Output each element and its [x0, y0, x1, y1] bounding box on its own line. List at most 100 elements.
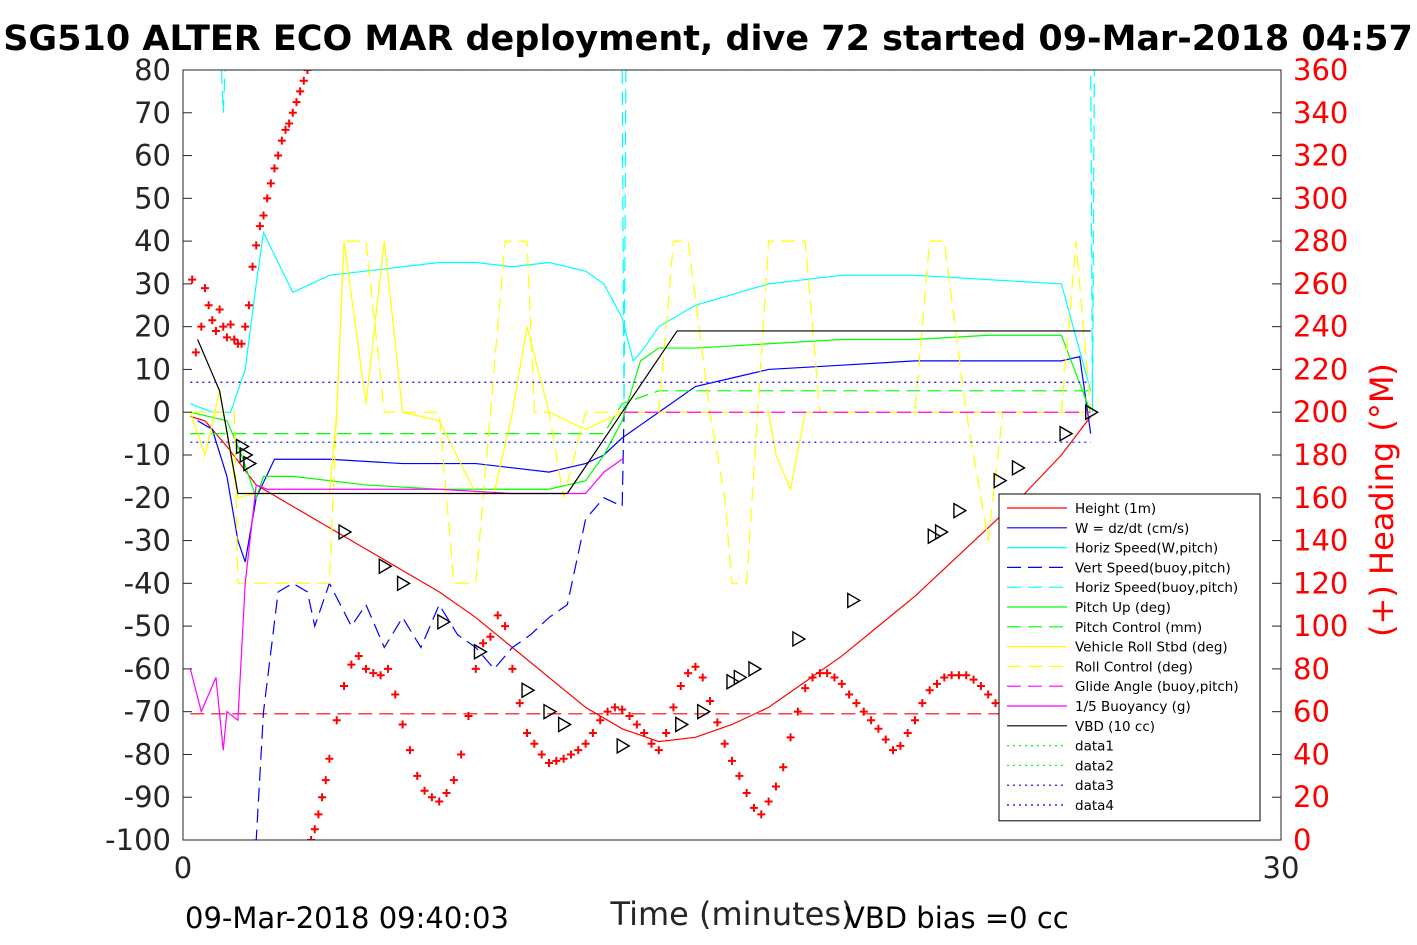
heading-marker: [530, 739, 539, 748]
heading-marker: [581, 739, 590, 748]
heading-marker: [676, 682, 685, 690]
left-tick-label: -60: [124, 652, 171, 686]
heading-marker: [991, 699, 1000, 708]
heading-marker: [420, 786, 429, 795]
triangle-marker: [675, 716, 690, 733]
right-tick-label: 320: [1293, 139, 1348, 173]
heading-marker: [881, 735, 890, 744]
heading-marker: [874, 724, 883, 733]
heading-marker: [654, 746, 663, 755]
left-tick-label: -20: [124, 481, 171, 515]
right-tick-label: 20: [1293, 780, 1330, 814]
heading-marker: [925, 686, 934, 695]
heading-marker: [918, 699, 927, 708]
right-tick-label: 60: [1293, 695, 1330, 729]
heading-marker: [226, 320, 235, 329]
right-tick-label: 180: [1293, 438, 1348, 472]
heading-marker: [523, 729, 532, 738]
heading-marker: [222, 333, 231, 342]
triangle-marker: [1011, 459, 1026, 477]
heading-marker: [969, 675, 978, 684]
right-tick-label: 280: [1293, 224, 1348, 258]
heading-marker: [588, 729, 597, 738]
heading-marker: [310, 825, 319, 834]
left-tick-label: -100: [105, 823, 171, 857]
heading-marker: [720, 739, 729, 748]
heading-marker: [299, 76, 308, 85]
heading-marker: [947, 671, 956, 680]
heading-marker: [413, 771, 422, 780]
heading-marker: [537, 750, 546, 759]
heading-marker: [285, 119, 294, 128]
triangle-marker: [473, 643, 488, 660]
right-tick-label: 80: [1293, 652, 1330, 686]
heading-marker: [515, 699, 524, 708]
heading-marker: [211, 326, 220, 335]
heading-marker: [508, 664, 517, 673]
triangle-marker: [396, 575, 411, 592]
heading-marker: [749, 803, 758, 812]
heading-marker: [610, 703, 619, 712]
heading-marker: [204, 301, 213, 310]
heading-marker: [237, 339, 246, 348]
heading-marker: [307, 836, 316, 840]
heading-marker: [270, 164, 279, 173]
heading-marker: [288, 108, 297, 117]
heading-marker: [867, 716, 876, 725]
legend-box: [998, 493, 1261, 822]
series-line-vert-speed-buoy-pitch: [252, 412, 625, 840]
heading-marker: [255, 222, 264, 231]
heading-marker: [889, 746, 898, 755]
heading-marker: [830, 673, 839, 682]
heading-marker: [632, 720, 641, 729]
heading-marker: [457, 750, 466, 759]
x-tick-label: 30: [1263, 851, 1300, 885]
triangle-marker: [993, 472, 1008, 489]
left-tick-label: 10: [134, 352, 171, 386]
triangle-marker: [1084, 404, 1100, 421]
legend-label-height-1m: Height (1m): [1075, 501, 1156, 517]
heading-marker: [266, 179, 275, 188]
triangle-marker: [927, 528, 942, 545]
triangle-marker: [543, 703, 558, 720]
legend-label-horiz-speed-buoy-pitch: Horiz Speed(buoy,pitch): [1075, 580, 1238, 596]
heading-marker: [903, 729, 912, 738]
heading-marker: [191, 348, 200, 357]
heading-marker: [940, 673, 949, 682]
heading-marker: [962, 671, 971, 680]
heading-marker: [314, 810, 323, 819]
heading-marker: [771, 782, 780, 791]
x-tick-label: 0: [174, 851, 192, 885]
right-axis-ticks: 3603403203002802602402202001801601401201…: [1272, 53, 1348, 857]
right-tick-label: 160: [1293, 481, 1348, 515]
heading-marker: [405, 746, 414, 755]
heading-marker: [362, 664, 370, 673]
heading-marker: [911, 716, 919, 725]
heading-marker: [200, 284, 209, 293]
heading-marker: [340, 682, 349, 690]
triangle-marker: [1059, 425, 1074, 442]
heading-marker: [574, 746, 583, 755]
heading-marker: [281, 125, 290, 134]
heading-marker: [786, 733, 795, 742]
left-tick-label: -80: [124, 737, 171, 771]
heading-marker: [274, 151, 283, 160]
footer-timestamp: 09-Mar-2018 09:40:03: [185, 901, 509, 935]
heading-marker: [442, 788, 451, 797]
heading-marker: [471, 664, 480, 673]
legend-label-pitch-up-deg: Pitch Up (deg): [1075, 600, 1171, 616]
triangle-marker: [847, 592, 862, 609]
left-tick-label: 40: [134, 224, 171, 258]
heading-marker: [398, 720, 407, 729]
right-tick-label: 360: [1293, 53, 1348, 87]
right-tick-label: 340: [1293, 96, 1348, 130]
heading-marker: [779, 763, 788, 772]
heading-marker: [669, 703, 678, 712]
right-tick-label: 140: [1293, 524, 1348, 558]
left-tick-label: -10: [124, 438, 171, 472]
heading-marker: [252, 241, 261, 250]
triangle-marker: [953, 502, 968, 519]
heading-marker: [713, 718, 722, 727]
heading-marker: [188, 275, 197, 284]
